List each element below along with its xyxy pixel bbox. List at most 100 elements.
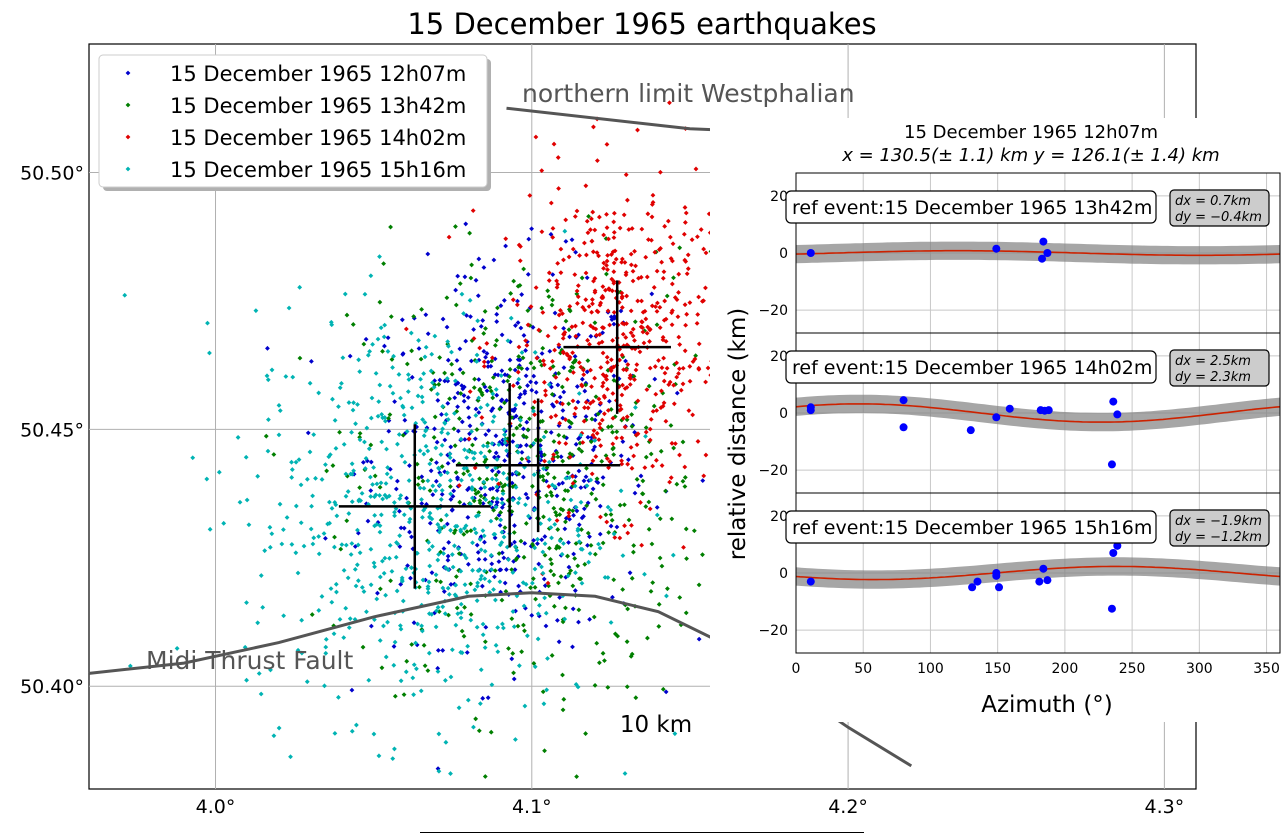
scatter-point	[648, 588, 654, 594]
scatter-point	[207, 350, 212, 356]
scatter-point	[401, 512, 407, 518]
scatter-point	[650, 192, 656, 198]
scatter-point	[441, 589, 447, 594]
scatter-point	[622, 424, 628, 430]
scatter-point	[425, 251, 431, 257]
scatter-point	[359, 584, 365, 590]
scatter-point	[590, 249, 596, 255]
scatter-point	[377, 523, 383, 529]
scatter-point	[269, 531, 275, 537]
inset-subtitle: x = 130.5(± 1.1) km y = 126.1(± 1.4) km	[841, 145, 1219, 166]
scatter-point	[583, 252, 589, 258]
scatter-point	[503, 588, 509, 594]
scatter-point	[449, 371, 455, 377]
scatter-point	[654, 268, 660, 274]
scatter-point	[477, 701, 483, 707]
scatter-point	[502, 458, 508, 464]
scatter-point	[286, 305, 292, 311]
scatter-point	[700, 552, 705, 558]
scatter-point	[470, 567, 475, 573]
scatter-point	[448, 484, 453, 489]
scatter-point	[640, 478, 646, 484]
scatter-point	[546, 382, 552, 388]
scatter-point	[478, 323, 484, 329]
scatter-point	[605, 424, 611, 430]
legend-marker	[125, 102, 131, 108]
scatter-point	[628, 262, 634, 268]
scatter-point	[557, 595, 563, 600]
scatter-point	[346, 400, 352, 405]
scatter-point	[393, 506, 399, 512]
scatter-point	[475, 489, 481, 495]
scatter-point	[560, 408, 566, 413]
scatter-point	[522, 703, 528, 709]
scatter-point	[542, 595, 548, 601]
scatter-point	[623, 358, 628, 364]
scatter-point	[495, 305, 500, 311]
scatter-point	[700, 478, 706, 483]
scatter-point	[657, 304, 663, 310]
scatter-point	[426, 579, 432, 585]
scatter-point	[442, 421, 448, 426]
scatter-point	[594, 332, 599, 338]
scatter-point	[622, 771, 628, 776]
scatter-point	[500, 625, 506, 631]
scatter-point	[295, 570, 301, 576]
scatter-point	[452, 443, 458, 449]
scatter-point	[307, 449, 313, 455]
scatter-point	[604, 377, 609, 382]
scatter-point	[593, 454, 599, 459]
scatter-point	[656, 601, 662, 607]
scatter-point	[682, 205, 688, 210]
scatter-point	[576, 468, 582, 474]
scatter-point	[423, 344, 429, 350]
scatter-point	[646, 237, 651, 243]
scatter-point	[507, 366, 513, 372]
scatter-point	[632, 429, 638, 435]
scatter-point	[538, 437, 543, 443]
scatter-point	[620, 553, 626, 558]
scatter-point	[639, 226, 645, 232]
scatter-point	[514, 302, 520, 308]
scatter-point	[647, 426, 653, 432]
scatter-point	[349, 461, 355, 467]
scatter-point	[394, 478, 400, 484]
scatter-point	[368, 582, 374, 588]
scatter-point	[555, 260, 561, 266]
scatter-point	[446, 234, 452, 240]
scatter-point	[419, 306, 424, 312]
scatter-point	[474, 542, 480, 548]
scatter-point	[482, 454, 488, 460]
scatter-point	[293, 503, 299, 509]
scatter-point	[620, 382, 625, 388]
scatter-point	[496, 442, 502, 448]
scatter-point	[624, 684, 630, 690]
scatter-point	[347, 616, 353, 622]
scatter-point	[397, 508, 402, 514]
scatter-point	[643, 254, 649, 260]
scatter-point	[442, 370, 448, 376]
legend-marker	[125, 166, 131, 172]
scatter-point	[594, 476, 600, 482]
inset-data-point	[966, 426, 975, 435]
scatter-point	[304, 476, 310, 482]
scatter-point	[505, 378, 511, 384]
scatter-point	[588, 477, 594, 483]
scatter-point	[346, 625, 352, 631]
scatter-point	[515, 449, 521, 455]
scatter-point	[477, 498, 483, 504]
scatter-point	[423, 427, 429, 433]
scatter-point	[602, 395, 608, 400]
scatter-point	[605, 367, 611, 373]
scatter-point	[382, 418, 388, 424]
scatter-point	[610, 415, 616, 421]
scatter-point	[552, 310, 558, 316]
scatter-point	[432, 414, 438, 420]
scatter-point	[570, 583, 576, 589]
scatter-point	[648, 417, 654, 422]
scatter-point	[403, 566, 409, 572]
scatter-point	[469, 477, 475, 483]
scatter-point	[580, 304, 586, 310]
scatter-point	[477, 387, 483, 393]
scatter-point	[569, 324, 575, 330]
